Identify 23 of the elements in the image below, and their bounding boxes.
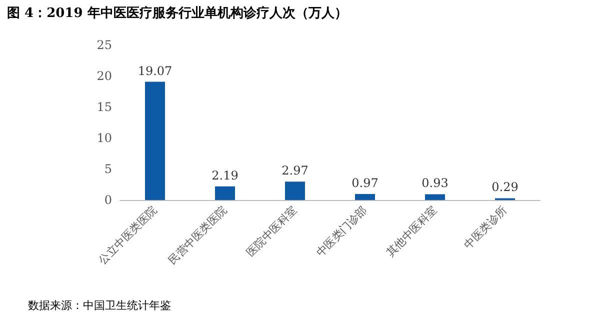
x-tick-label: 中医类门诊部 (314, 203, 370, 260)
x-tick-label: 其他中医科室 (384, 203, 440, 260)
bar (425, 194, 445, 200)
x-tick-label: 医院中医科室 (244, 203, 300, 260)
y-tick-label: 5 (104, 162, 112, 176)
data-label: 2.19 (212, 168, 238, 182)
data-label: 0.97 (352, 176, 378, 190)
bar (215, 186, 235, 200)
data-label: 0.93 (422, 176, 448, 190)
data-label: 2.97 (282, 164, 308, 178)
bar (355, 194, 375, 200)
bar (145, 82, 165, 200)
y-tick-label: 10 (96, 131, 112, 145)
y-tick-label: 20 (96, 69, 112, 83)
source-note: 数据来源：中国卫生统计年鉴 (28, 299, 171, 312)
x-tick-label: 民营中医类医院 (166, 203, 230, 268)
y-tick-label: 25 (96, 38, 112, 52)
chart-title: 图 4：2019 年中医医疗服务行业单机构诊疗人次（万人） (7, 5, 348, 21)
bar (285, 182, 305, 200)
y-tick-label: 15 (96, 100, 112, 114)
data-label: 0.29 (492, 180, 518, 194)
x-tick-label: 中医类诊所 (462, 203, 510, 252)
data-label: 19.07 (138, 64, 172, 78)
